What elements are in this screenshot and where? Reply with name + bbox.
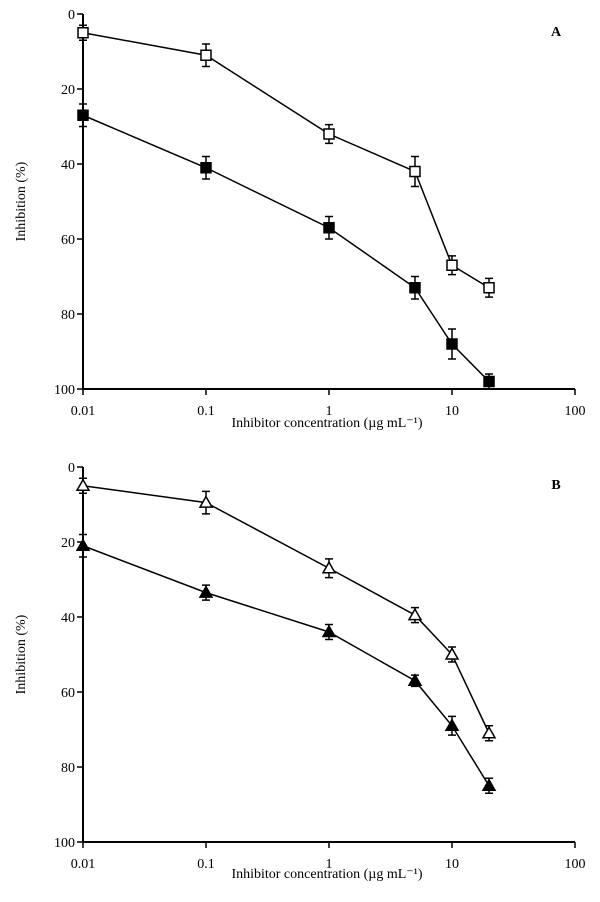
y-tick-label: 80: [61, 308, 75, 323]
x-tick-label: 1: [326, 857, 333, 872]
x-tick-label: 1: [326, 404, 333, 419]
data-point-square: [409, 165, 421, 178]
series-line: [82, 32, 490, 289]
data-point-triangle: [407, 607, 423, 621]
y-tick-label: 100: [54, 383, 75, 398]
x-tick-label: 100: [565, 857, 586, 872]
data-point-square: [77, 109, 89, 121]
data-point-triangle: [481, 725, 497, 739]
y-tick-label: 40: [61, 158, 75, 173]
data-point-triangle: [321, 624, 337, 638]
data-point-square: [323, 128, 335, 140]
chart-panel-a: 0 20 40 60 80 100 0.01 0.1 1 10 100 Inhibitor conce…: [14, 8, 586, 431]
data-point-triangle: [321, 560, 337, 574]
y-tick-label: 0: [68, 8, 75, 23]
x-tick-label: 0.01: [71, 404, 96, 419]
y-tick-label: 60: [61, 686, 75, 701]
x-tick-label: 0.1: [197, 857, 215, 872]
x-tick-label: 100: [565, 404, 586, 419]
data-point-square: [77, 27, 89, 39]
data-point-triangle: [481, 778, 497, 791]
y-tick-label: 100: [54, 836, 75, 851]
y-axis-title: Inhibition (%): [14, 614, 29, 694]
y-tick-label: 20: [61, 536, 75, 551]
data-point-square: [446, 338, 458, 350]
x-tick-label: 0.1: [197, 404, 215, 419]
data-point-square: [446, 259, 458, 271]
data-point-square: [483, 282, 495, 294]
panel-label: B: [551, 478, 560, 493]
data-point-triangle: [75, 478, 91, 491]
x-tick-label: 10: [445, 857, 459, 872]
series-line: [82, 114, 490, 383]
data-point-square: [200, 162, 212, 174]
series-line: [82, 545, 490, 787]
y-tick-label: 40: [61, 611, 75, 626]
x-axis-title: Inhibitor concentration (µg mL⁻¹): [231, 867, 422, 882]
y-tick-label: 60: [61, 233, 75, 248]
y-tick-label: 20: [61, 83, 75, 98]
x-axis-title: Inhibitor concentration (µg mL⁻¹): [231, 416, 422, 431]
data-point-square: [200, 49, 212, 61]
data-point-triangle: [407, 673, 423, 686]
x-tick-label: 0.01: [71, 857, 96, 872]
chart-panel-b: 0 20 40 60 80 100 0.01 0.1 1 10 100 Inhibitor conce…: [14, 461, 586, 882]
series-open-triangle: [75, 477, 497, 742]
y-tick-label: 0: [68, 461, 75, 476]
data-point-triangle: [198, 585, 214, 598]
y-axis-title: Inhibition (%): [14, 161, 29, 241]
data-point-triangle: [444, 718, 460, 731]
x-tick-label: 10: [445, 404, 459, 419]
data-point-square: [483, 375, 495, 388]
data-point-square: [323, 222, 335, 234]
series-line: [82, 485, 490, 734]
series-filled-square: [77, 103, 495, 390]
panel-label: A: [551, 25, 562, 40]
data-point-square: [409, 282, 421, 294]
series-open-square: [77, 24, 495, 298]
data-point-triangle: [444, 646, 460, 660]
data-point-triangle: [75, 538, 91, 551]
data-point-triangle: [198, 495, 214, 508]
series-filled-triangle: [75, 533, 497, 794]
y-tick-label: 80: [61, 761, 75, 776]
